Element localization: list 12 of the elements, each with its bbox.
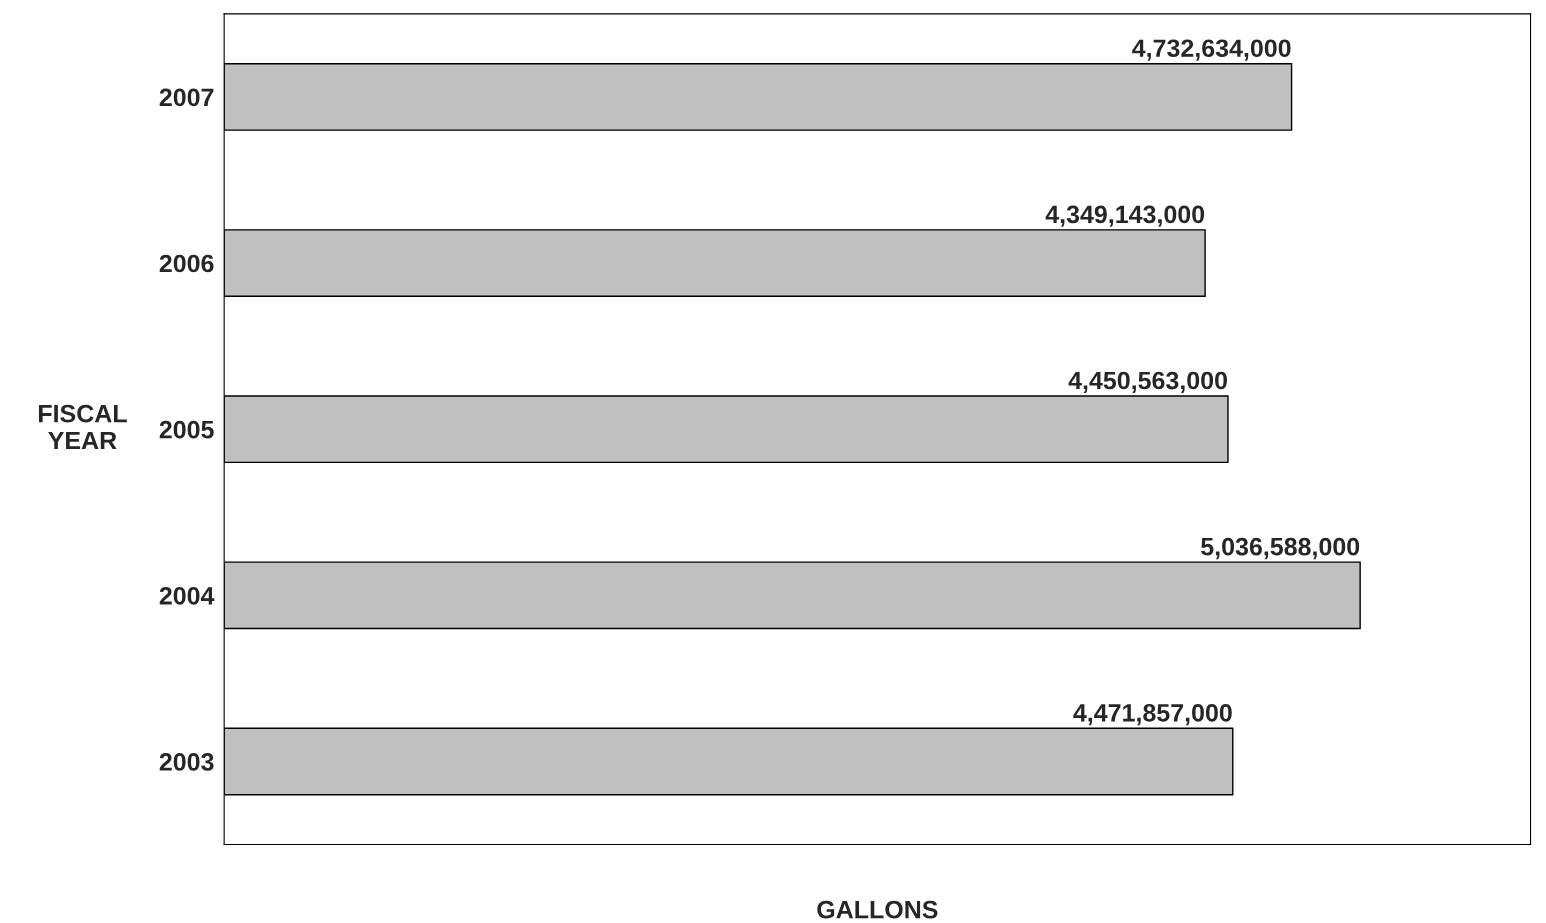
y-tick-label: 2006 bbox=[159, 254, 214, 273]
data-label: 5,036,588,000 bbox=[1201, 537, 1360, 560]
y-tick-label: 2003 bbox=[159, 753, 214, 771]
data-label: 4,450,563,000 bbox=[1068, 371, 1227, 393]
data-label: 4,349,143,000 bbox=[1045, 205, 1205, 227]
y-tick-label: 2004 bbox=[159, 586, 215, 605]
x-axis-title: GALLONS bbox=[817, 900, 938, 919]
y-axis-title: FISCAL YEAR bbox=[38, 404, 127, 450]
y-tick-label: 2007 bbox=[159, 88, 214, 107]
data-label: 4,732,634,000 bbox=[1132, 39, 1291, 61]
data-label: 4,471,857,000 bbox=[1073, 703, 1232, 726]
y-tick-label: 2005 bbox=[159, 420, 214, 439]
